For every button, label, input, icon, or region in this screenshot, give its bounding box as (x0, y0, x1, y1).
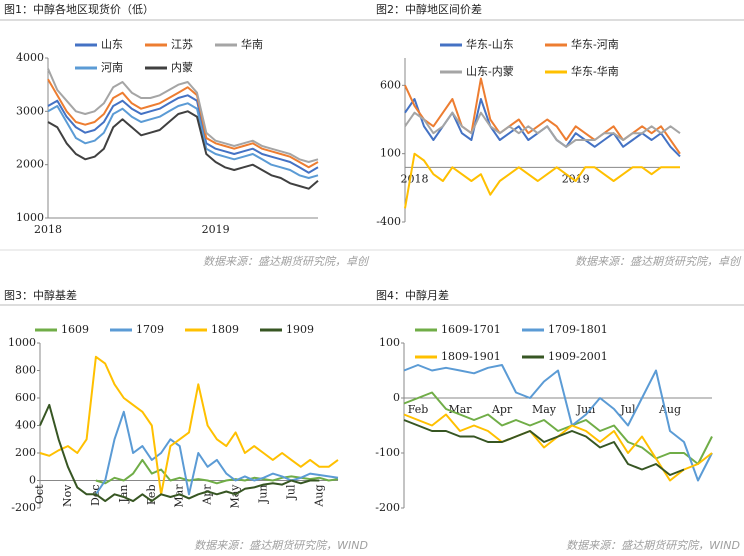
y-tick-label: 600 (15, 391, 36, 404)
series-line (39, 355, 339, 496)
series-line (404, 152, 680, 209)
x-tick-label: Jun (257, 485, 270, 505)
series-line (403, 391, 713, 465)
source-note: 数据来源：盛达期货研究院，卓创 (575, 255, 742, 268)
legend-label: 华东-河南 (571, 37, 619, 51)
series-line (39, 403, 320, 503)
y-tick-label: 400 (15, 419, 36, 432)
y-tick-label: 100 (379, 336, 400, 349)
series-line (47, 68, 319, 163)
x-tick-label: Aug (658, 403, 681, 416)
legend-label: 华东-华南 (571, 64, 619, 78)
legend-label: 内蒙 (171, 60, 193, 74)
legend-label: 华南 (241, 37, 263, 51)
x-tick-label: Apr (201, 484, 214, 506)
source-note: 数据来源：盛达期货研究院，WIND (566, 539, 740, 552)
chart-title: 图3：中醇基差 (4, 288, 77, 302)
legend-label: 江苏 (171, 38, 193, 51)
legend-label: 1809 (211, 323, 239, 336)
source-note: 数据来源：盛达期货研究院，卓创 (203, 255, 370, 268)
legend-label: 1709-1801 (548, 323, 608, 336)
chart-title: 图2：中醇地区间价差 (376, 2, 482, 16)
y-tick-label: -200 (11, 501, 36, 514)
y-tick-label: 4000 (16, 51, 44, 64)
x-tick-label: Nov (61, 484, 74, 507)
x-tick-label: 2019 (202, 223, 230, 236)
x-tick-label: Jul (284, 484, 297, 500)
legend-label: 1909 (286, 323, 314, 336)
legend-label: 华东-山东 (466, 37, 514, 51)
series-line (404, 77, 681, 155)
series-line (47, 102, 319, 179)
x-tick-label: Feb (408, 403, 429, 416)
y-tick-label: 200 (15, 446, 36, 459)
legend-label: 1709 (136, 323, 164, 336)
series-line (403, 364, 713, 482)
legend-label: 1609-1701 (441, 323, 501, 336)
series-line (47, 78, 319, 169)
x-tick-label: Apr (491, 403, 513, 416)
y-tick-label: 3000 (16, 104, 44, 117)
source-note: 数据来源：盛达期货研究院，WIND (194, 539, 368, 552)
y-tick-label: 0 (29, 474, 36, 487)
series-line (47, 94, 319, 174)
x-tick-label: May (532, 403, 557, 416)
legend-label: 山东-内蒙 (466, 64, 514, 78)
y-tick-label: 1000 (16, 211, 44, 224)
y-tick-label: -400 (376, 215, 401, 228)
chart-title: 图4：中醇月差 (376, 288, 449, 302)
legend-label: 河南 (101, 61, 123, 74)
y-tick-label: 1000 (8, 336, 36, 349)
y-tick-label: 600 (380, 78, 401, 91)
y-tick-label: 800 (15, 364, 36, 377)
x-tick-label: May (229, 484, 242, 509)
x-tick-label: Feb (145, 485, 158, 506)
series-line (95, 410, 339, 496)
x-tick-label: Jan (117, 485, 130, 504)
legend-label: 1809-1901 (441, 350, 501, 363)
chart-title: 图1：中醇各地区现货价（低） (4, 2, 154, 16)
x-tick-label: Jun (576, 403, 596, 416)
legend-label: 山东 (101, 38, 123, 51)
x-tick-label: Oct (33, 484, 46, 504)
x-tick-label: Aug (312, 485, 325, 508)
x-tick-label: Mar (173, 484, 186, 508)
series-line (47, 110, 319, 190)
series-line (403, 419, 685, 476)
series-line (404, 111, 681, 148)
y-tick-label: 100 (380, 147, 401, 160)
y-tick-label: -100 (375, 446, 400, 459)
legend-label: 1609 (61, 323, 89, 336)
series-line (95, 458, 339, 485)
x-tick-label: Jul (619, 403, 635, 416)
y-tick-label: -200 (375, 501, 400, 514)
y-tick-label: 0 (393, 391, 400, 404)
legend-label: 1909-2001 (548, 350, 608, 363)
x-tick-label: 2018 (34, 223, 62, 236)
x-tick-label: 2018 (400, 172, 428, 185)
y-tick-label: 2000 (16, 158, 44, 171)
